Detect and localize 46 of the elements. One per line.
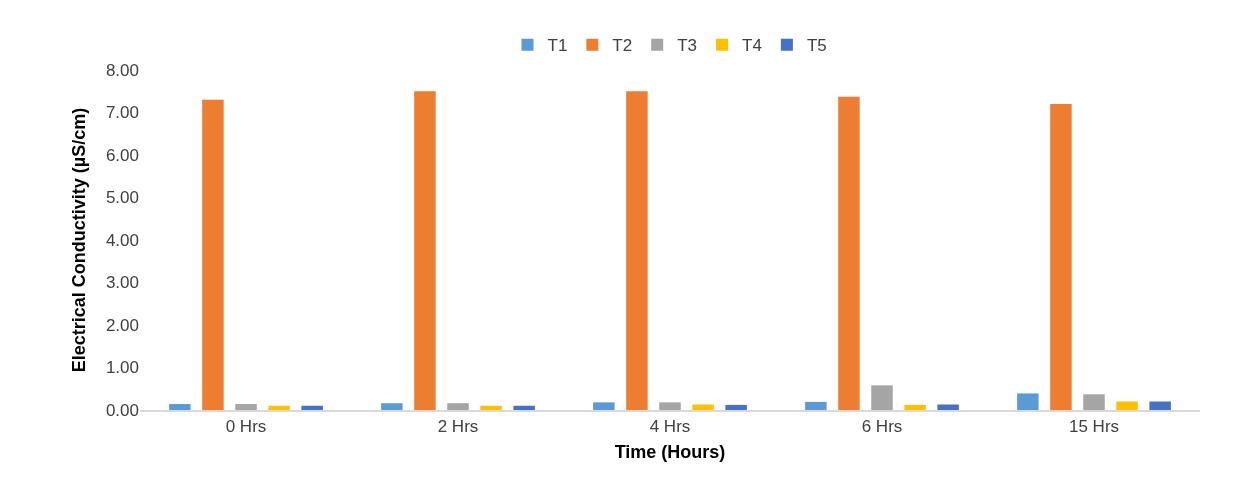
bar (725, 404, 747, 410)
bar (871, 385, 893, 410)
bar (659, 402, 681, 410)
y-tick-label: 1.00 (105, 358, 139, 378)
y-tick-label: 6.00 (105, 145, 139, 165)
legend-label: T2 (612, 36, 633, 56)
bar (1017, 393, 1039, 410)
y-tick-label: 2.00 (105, 315, 139, 335)
bar (626, 91, 648, 410)
bar (414, 91, 436, 410)
bar (202, 99, 224, 410)
bar (805, 401, 827, 410)
y-tick-label: 3.00 (105, 273, 139, 293)
bar (381, 403, 403, 410)
x-tick-label: 15 Hrs (1068, 417, 1120, 437)
x-tick-label: 6 Hrs (861, 417, 903, 437)
bar (268, 405, 290, 410)
y-tick-label: 0.00 (105, 400, 139, 420)
bar (301, 405, 323, 410)
y-axis-title: Electrical Conductivity (µS/cm) (69, 107, 90, 373)
legend-label: T5 (806, 36, 827, 56)
y-tick-label: 4.00 (105, 230, 139, 250)
bar (1116, 401, 1138, 410)
x-tick-label: 4 Hrs (649, 417, 691, 437)
bar (480, 405, 502, 410)
bar (838, 96, 860, 410)
bar (235, 404, 257, 410)
bar (904, 404, 926, 410)
x-axis-title: Time (Hours) (614, 441, 726, 462)
legend-label: T1 (547, 36, 568, 56)
bar (1083, 394, 1105, 410)
x-tick-label: 0 Hrs (225, 417, 267, 437)
bar (593, 402, 615, 410)
legend-label: T3 (677, 36, 698, 56)
y-tick-label: 5.00 (105, 188, 139, 208)
bar (169, 404, 191, 410)
y-tick-label: 8.00 (105, 60, 139, 80)
bar (513, 405, 535, 410)
x-tick-label: 2 Hrs (437, 417, 479, 437)
legend-label: T4 (742, 36, 762, 56)
bar (1149, 401, 1171, 410)
bar (1050, 104, 1072, 410)
y-tick-label: 7.00 (105, 103, 139, 123)
bar (937, 404, 959, 410)
bar (692, 404, 714, 410)
bar (447, 403, 469, 410)
